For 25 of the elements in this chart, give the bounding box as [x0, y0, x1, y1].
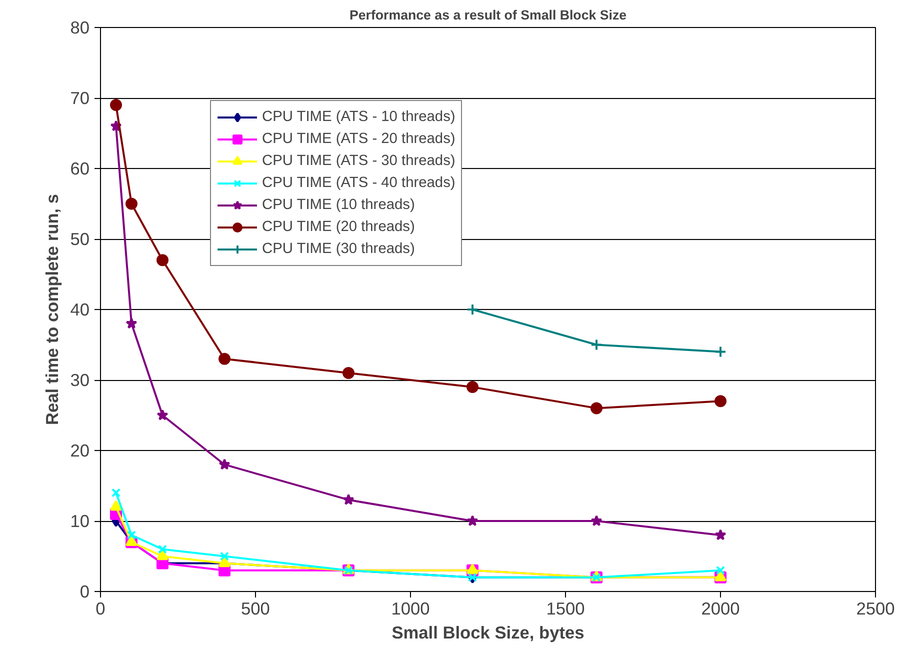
legend-label: CPU TIME (ATS - 30 threads)	[262, 153, 456, 169]
x-tick-label: 1000	[391, 598, 430, 618]
chart-title: Performance as a result of Small Block Size	[349, 8, 627, 22]
y-tick-label: 70	[70, 88, 90, 108]
y-tick-label: 50	[70, 229, 90, 249]
legend-label: CPU TIME (10 threads)	[262, 197, 415, 213]
x-tick-label: 1500	[546, 598, 585, 618]
x-tick-label: 2000	[701, 598, 740, 618]
legend-label: CPU TIME (20 threads)	[262, 219, 415, 235]
y-tick-label: 20	[70, 440, 90, 460]
legend-label: CPU TIME (ATS - 10 threads)	[262, 109, 456, 125]
legend-label: CPU TIME (ATS - 40 threads)	[262, 175, 456, 191]
y-tick-label: 80	[70, 18, 90, 38]
y-axis-title: Real time to complete run, s	[42, 194, 62, 426]
x-tick-label: 0	[96, 598, 106, 618]
y-tick-label: 30	[70, 370, 90, 390]
y-tick-label: 40	[70, 300, 90, 320]
x-axis-title: Small Block Size, bytes	[392, 622, 584, 642]
y-tick-label: 10	[70, 511, 90, 531]
x-tick-label: 2500	[856, 598, 895, 618]
y-tick-label: 0	[80, 582, 90, 602]
legend-label: CPU TIME (ATS - 20 threads)	[262, 131, 456, 147]
x-tick-label: 500	[241, 598, 270, 618]
legend-label: CPU TIME (30 threads)	[262, 241, 415, 257]
y-tick-label: 60	[70, 158, 90, 178]
